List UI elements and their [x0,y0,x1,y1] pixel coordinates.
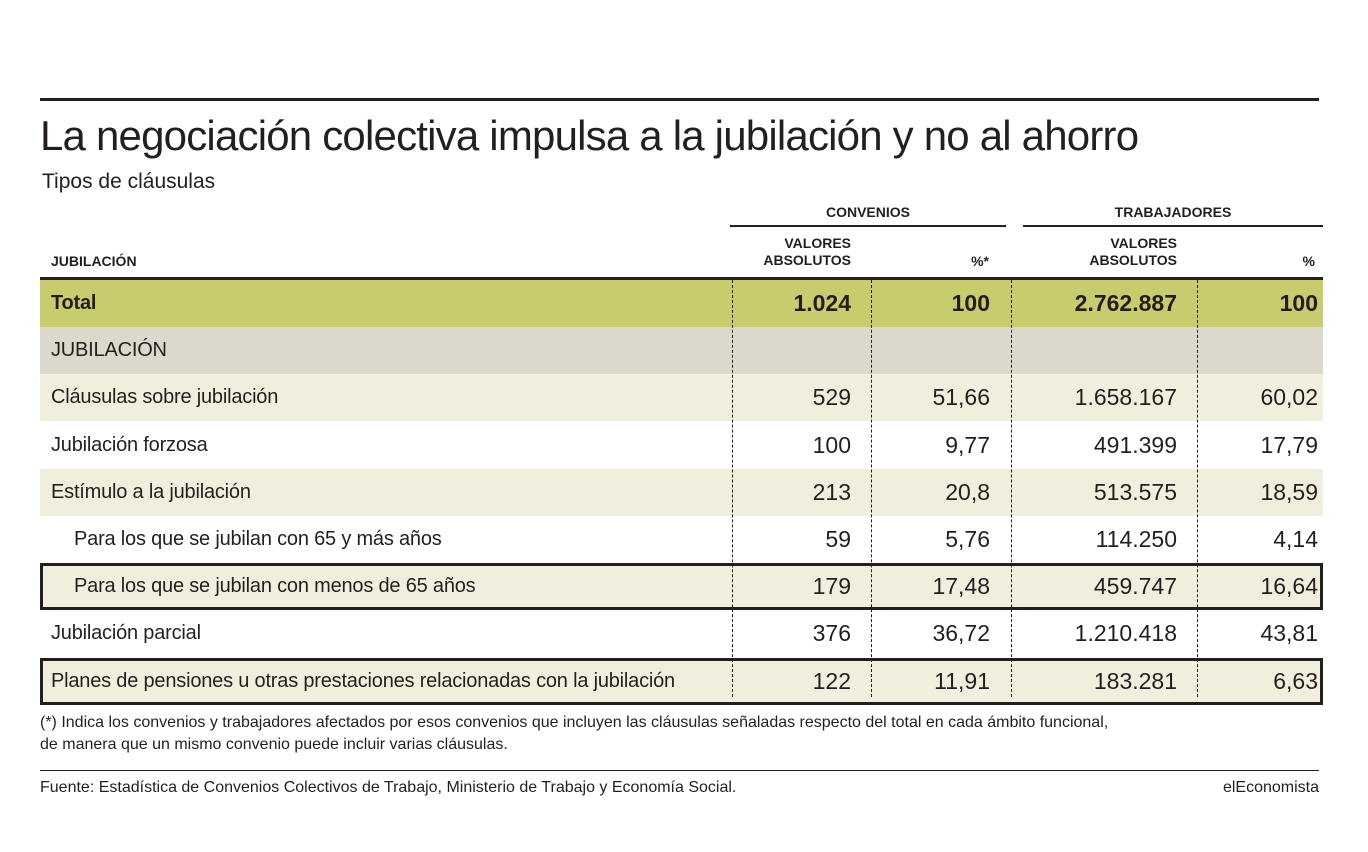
table-row: Estímulo a la jubilación 213 20,8 513.575 18… [40,468,1323,516]
group-header-trabajadores: TRABAJADORES [1114,204,1232,220]
value-cell-conv-pct: 20,8 [945,478,990,505]
value-cell-conv-pct: 51,66 [932,384,990,411]
value-cell-conv-pct: 100 [951,290,990,316]
group-header-convenios: CONVENIOS [825,204,910,220]
chart-subtitle: Tipos de cláusulas [42,170,216,193]
row-label: Estímulo a la jubilación [51,480,251,503]
column-separator [1011,280,1012,697]
footnote-line: de manera que un mismo convenio puede in… [40,736,508,753]
row-label: Total [51,292,97,314]
value-cell-trab-abs: 459.747 [1093,573,1177,600]
value-cell-trab-abs: 491.399 [1093,431,1177,458]
value-cell-conv-abs: 179 [812,573,851,600]
table-row: Cláusulas sobre jubilación 529 51,66 1.658.… [40,374,1323,422]
value-cell-trab-pct: 17,79 [1260,431,1318,458]
value-cell-trab-pct: 6,63 [1273,667,1318,694]
column-header-trabajadores-abs: VALORES ABSOLUTOS [1020,235,1177,269]
row-label: JUBILACIÓN [51,339,167,362]
value-cell-conv-abs: 59 [825,526,851,552]
value-cell-conv-pct: 17,48 [932,573,990,600]
value-cell-trab-abs: 114.250 [1095,526,1177,552]
table-row: Para los que se jubilan con menos de 65 … [40,563,1323,611]
row-label: Cláusulas sobre jubilación [51,386,279,409]
column-separator [1197,280,1198,697]
total-row: Total 1.024 100 2.762.887 100 [40,280,1323,327]
column-header-convenios-abs: VALORES ABSOLUTOS [730,235,851,269]
bottom-rule [40,770,1319,771]
value-cell-conv-pct: 36,72 [932,620,990,647]
column-header-line: VALORES [1110,235,1177,251]
value-cell-trab-pct: 43,81 [1260,620,1318,647]
header-rule [40,277,1323,280]
value-cell-conv-abs: 529 [812,384,851,411]
value-cell-trab-abs: 2.762.887 [1074,290,1177,316]
value-cell-trab-pct: 4,14 [1273,526,1318,552]
group-rule-trabajadores [1023,225,1323,227]
footnote: (*) Indica los convenios y trabajadores … [40,712,1320,756]
value-cell-conv-pct: 11,91 [934,667,990,694]
column-header-line: ABSOLUTOS [1089,252,1177,268]
value-cell-trab-abs: 183.281 [1093,667,1177,694]
row-label: Planes de pensiones u otras prestaciones… [51,669,675,692]
value-cell-trab-pct: 18,59 [1260,478,1318,505]
value-cell-conv-abs: 376 [812,620,851,647]
value-cell-trab-pct [1098,327,1318,374]
column-header-label: JUBILACIÓN [51,253,137,269]
value-cell-trab-pct: 100 [1279,290,1318,316]
column-header-line: ABSOLUTOS [763,252,851,268]
value-cell-conv-abs: 100 [812,431,851,458]
table-row: Jubilación forzosa 100 9,77 491.399 17,79 [40,422,1323,469]
table-row: Jubilación parcial 376 36,72 1.210.418 43,81 [40,610,1323,657]
column-header-line: VALORES [784,235,851,251]
value-cell-trab-abs: 1.210.418 [1074,620,1177,647]
row-label: Jubilación parcial [51,622,201,645]
value-cell-conv-abs: 1.024 [793,290,851,316]
value-cell-trab-pct: 60,02 [1260,384,1318,411]
column-separator [732,280,733,697]
value-cell-trab-abs: 513.575 [1093,478,1177,505]
row-label: Jubilación forzosa [51,433,208,456]
value-cell-conv-pct: 9,77 [945,431,990,458]
row-label: Para los que se jubilan con menos de 65 … [74,575,476,598]
table-row: Para los que se jubilan con 65 y más año… [40,516,1323,563]
row-label: Para los que se jubilan con 65 y más año… [74,528,442,550]
source-note: Fuente: Estadística de Convenios Colecti… [40,779,737,796]
value-cell-trab-abs: 1.658.167 [1074,384,1177,411]
chart-title: La negociación colectiva impulsa a la ju… [40,112,1139,159]
top-rule [40,98,1319,101]
group-rule-convenios [730,225,1006,227]
brand-name: elEconomista [1222,779,1319,796]
value-cell-conv-abs: 213 [812,478,851,505]
column-header-trabajadores-pct: % [1302,253,1315,269]
footnote-line: (*) Indica los convenios y trabajadores … [40,714,1109,731]
value-cell-conv-abs: 122 [812,667,851,694]
value-cell-trab-pct: 16,64 [1260,573,1318,600]
table-row: Planes de pensiones u otras prestaciones… [40,657,1323,705]
section-row: JUBILACIÓN [40,327,1323,375]
column-separator [871,280,872,697]
value-cell-conv-pct: 5,76 [945,526,990,552]
column-header-convenios-pct: %* [971,253,989,269]
